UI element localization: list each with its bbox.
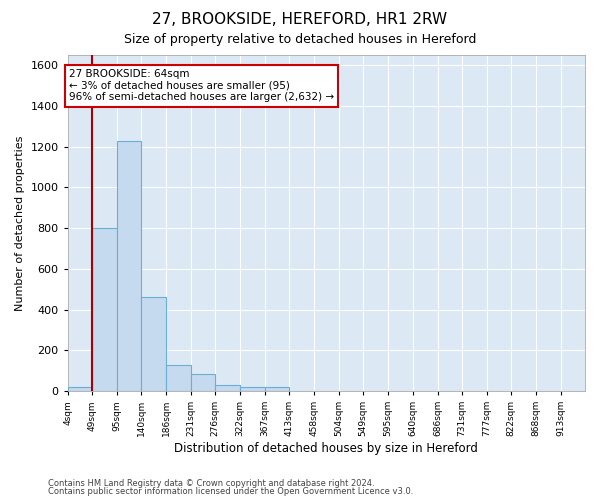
Text: Contains HM Land Registry data © Crown copyright and database right 2024.: Contains HM Land Registry data © Crown c…: [48, 478, 374, 488]
Bar: [92, 228, 116, 391]
Text: Contains public sector information licensed under the Open Government Licence v3: Contains public sector information licen…: [48, 487, 413, 496]
Bar: [265, 388, 289, 391]
Y-axis label: Number of detached properties: Number of detached properties: [15, 136, 25, 310]
Text: 27, BROOKSIDE, HEREFORD, HR1 2RW: 27, BROOKSIDE, HEREFORD, HR1 2RW: [152, 12, 448, 28]
Bar: [191, 374, 215, 391]
Bar: [117, 140, 142, 391]
Bar: [215, 385, 239, 391]
Bar: [240, 387, 265, 391]
Bar: [68, 388, 92, 391]
Bar: [166, 364, 191, 391]
Text: 27 BROOKSIDE: 64sqm
← 3% of detached houses are smaller (95)
96% of semi-detache: 27 BROOKSIDE: 64sqm ← 3% of detached hou…: [69, 70, 334, 102]
Text: Size of property relative to detached houses in Hereford: Size of property relative to detached ho…: [124, 32, 476, 46]
Bar: [142, 298, 166, 391]
X-axis label: Distribution of detached houses by size in Hereford: Distribution of detached houses by size …: [175, 442, 478, 455]
